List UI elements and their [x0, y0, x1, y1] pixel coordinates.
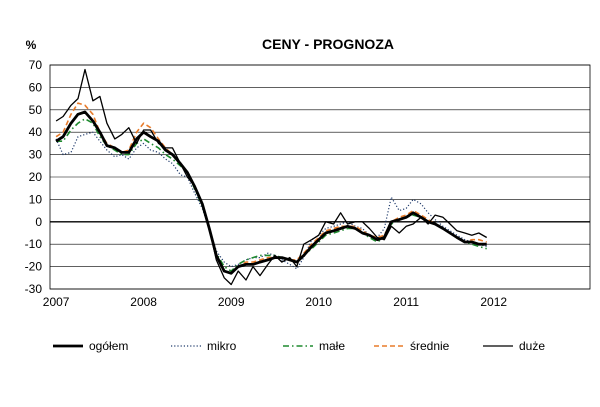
legend-label: duże	[519, 339, 545, 353]
y-tick-label: 60	[29, 80, 43, 94]
plot-frame	[49, 64, 591, 290]
y-tick-labels: -30 -20 -10 0 10 20 30 40 50 60 70	[25, 58, 43, 296]
y-tick-label: 40	[29, 125, 43, 139]
x-tick-label: 2012	[480, 295, 507, 309]
chart-title: CENY - PROGNOZA	[262, 36, 394, 52]
series-line-3	[55, 102, 487, 275]
series-line-0	[55, 110, 487, 275]
y-tick-label: -20	[25, 260, 43, 274]
legend-label: mikro	[207, 339, 237, 353]
x-tick-label: 2009	[218, 295, 245, 309]
gridlines	[50, 64, 590, 290]
legend-label: ogółem	[89, 339, 128, 353]
y-axis-unit: %	[26, 38, 37, 52]
y-tick-label: 20	[29, 170, 43, 184]
series-line-2	[56, 118, 487, 272]
y-tick-label: 50	[29, 103, 43, 117]
y-tick-label: -30	[25, 282, 43, 296]
y-tick-label: 10	[29, 192, 43, 206]
series-line-1	[55, 131, 487, 270]
legend-label: średnie	[410, 339, 450, 353]
x-tick-labels: 2007 2008 2009 2010 2011 2012	[43, 295, 508, 309]
x-tick-label: 2007	[43, 295, 70, 309]
legend-label: małe	[319, 339, 345, 353]
y-tick-label: 0	[35, 215, 42, 229]
x-tick-label: 2011	[393, 295, 419, 309]
x-tick-label: 2008	[130, 295, 157, 309]
x-tick-label: 2010	[305, 295, 332, 309]
plot-border	[49, 64, 591, 290]
y-tick-label: 30	[29, 148, 43, 162]
y-tick-label: -10	[25, 237, 43, 251]
series-lines	[55, 68, 488, 286]
y-tick-label: 70	[29, 58, 43, 72]
legend: ogółem mikro małe średnie duże	[53, 339, 545, 353]
